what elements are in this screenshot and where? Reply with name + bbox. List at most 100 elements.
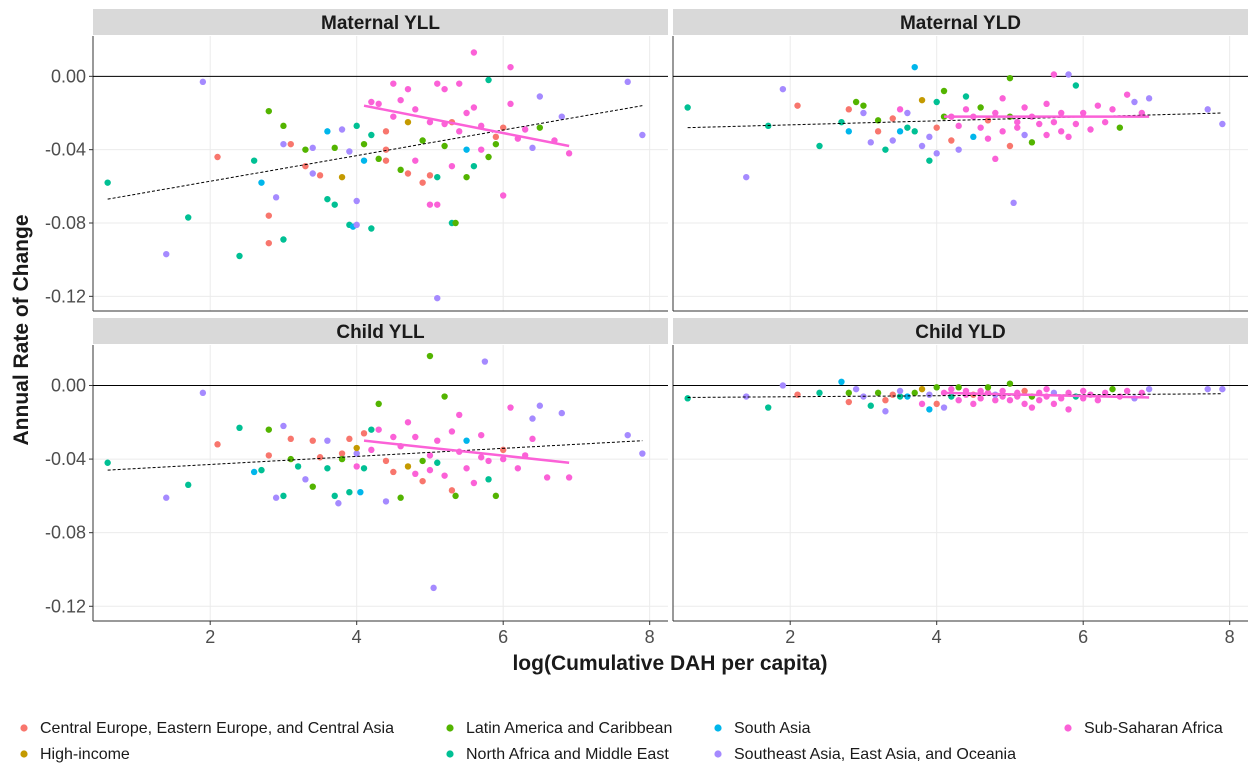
- data-point: [999, 387, 1006, 395]
- data-point: [1043, 131, 1050, 139]
- data-point: [896, 106, 904, 113]
- facet-strip: [93, 9, 668, 35]
- data-point: [199, 389, 207, 397]
- data-point: [397, 494, 404, 501]
- data-point: [456, 80, 463, 87]
- trend-line-ssa: [363, 439, 570, 465]
- data-point: [1058, 395, 1065, 402]
- x-tick-label: 8: [1225, 627, 1235, 647]
- data-point: [499, 124, 507, 131]
- data-point: [404, 118, 412, 126]
- data-point: [499, 455, 507, 463]
- panel-3: Child YLL: [92, 318, 668, 622]
- data-point: [426, 452, 434, 459]
- data-point: [302, 146, 309, 153]
- data-point: [280, 140, 287, 148]
- data-point: [992, 109, 999, 117]
- data-point: [1010, 199, 1017, 207]
- data-point: [1079, 109, 1087, 117]
- data-point: [441, 393, 448, 400]
- data-point: [360, 140, 368, 148]
- data-point: [302, 476, 309, 483]
- data-point: [163, 250, 170, 258]
- data-point: [404, 85, 412, 93]
- data-point: [390, 468, 397, 476]
- legend-item: South Asia: [714, 720, 811, 737]
- data-point: [1094, 397, 1102, 404]
- data-point: [816, 389, 823, 397]
- data-point: [434, 80, 441, 87]
- data-point: [375, 100, 382, 108]
- data-point: [639, 131, 646, 139]
- data-point: [434, 294, 441, 302]
- data-point: [331, 201, 338, 208]
- trend-line-all: [107, 105, 643, 200]
- data-point: [984, 135, 992, 142]
- data-point: [882, 408, 889, 415]
- data-point: [874, 389, 882, 397]
- data-point: [1050, 400, 1058, 408]
- data-point: [1204, 106, 1211, 113]
- x-axis-title: log(Cumulative DAH per capita): [512, 652, 827, 675]
- data-point: [955, 122, 962, 130]
- data-point: [353, 122, 360, 130]
- data-point: [368, 98, 375, 106]
- trend-line-all: [687, 393, 1223, 398]
- data-point: [1219, 120, 1226, 128]
- data-point: [1058, 109, 1065, 117]
- data-point: [375, 400, 382, 408]
- data-point: [743, 393, 750, 400]
- data-point: [1028, 139, 1036, 146]
- x-tick-label: 2: [205, 627, 215, 647]
- data-point: [258, 466, 265, 474]
- data-point: [448, 428, 456, 435]
- data-point: [992, 397, 999, 404]
- data-point: [977, 104, 984, 111]
- data-point: [280, 422, 287, 430]
- data-point: [452, 492, 459, 500]
- data-point: [933, 98, 940, 106]
- data-point: [926, 133, 933, 141]
- data-point: [507, 404, 514, 411]
- x-tick-label: 6: [498, 627, 508, 647]
- data-point: [1021, 400, 1028, 408]
- axes-group: 0.00 -0.04 -0.08 -0.12 0.00 -0.04 -0.08 -0.12 2 4…: [45, 66, 1235, 647]
- data-point: [911, 389, 918, 397]
- panel-4: Child YLD: [672, 318, 1248, 622]
- data-point: [294, 463, 302, 470]
- data-point: [265, 212, 272, 219]
- data-point: [265, 239, 272, 247]
- data-point: [1079, 387, 1087, 395]
- legend-label: Southeast Asia, East Asia, and Oceania: [734, 746, 1016, 763]
- data-point: [1123, 387, 1131, 395]
- data-point: [507, 63, 514, 71]
- data-point: [338, 450, 346, 457]
- data-point: [463, 437, 470, 444]
- data-point: [779, 382, 787, 389]
- data-point: [492, 133, 500, 141]
- data-point: [382, 498, 390, 505]
- data-point: [558, 409, 565, 417]
- data-point: [441, 472, 448, 479]
- legend-item: Sub-Saharan Africa: [1064, 720, 1223, 737]
- data-point: [1058, 128, 1065, 135]
- data-point: [485, 153, 492, 161]
- data-point: [316, 454, 324, 461]
- data-point: [1072, 82, 1080, 89]
- data-point: [316, 172, 324, 179]
- data-point: [1109, 106, 1116, 113]
- x-tick-label: 8: [645, 627, 655, 647]
- data-point: [918, 400, 926, 408]
- data-point: [507, 100, 514, 108]
- data-point: [382, 457, 390, 465]
- data-point: [163, 494, 170, 501]
- data-point: [1021, 387, 1028, 395]
- y-tick-label: 0.00: [51, 66, 86, 86]
- facet-strip: [93, 318, 668, 344]
- data-point: [962, 106, 970, 113]
- facet-strip: [673, 318, 1248, 344]
- facet-title: Maternal YLL: [321, 13, 440, 34]
- data-point: [441, 85, 448, 93]
- data-point: [955, 146, 962, 153]
- data-point: [470, 162, 478, 170]
